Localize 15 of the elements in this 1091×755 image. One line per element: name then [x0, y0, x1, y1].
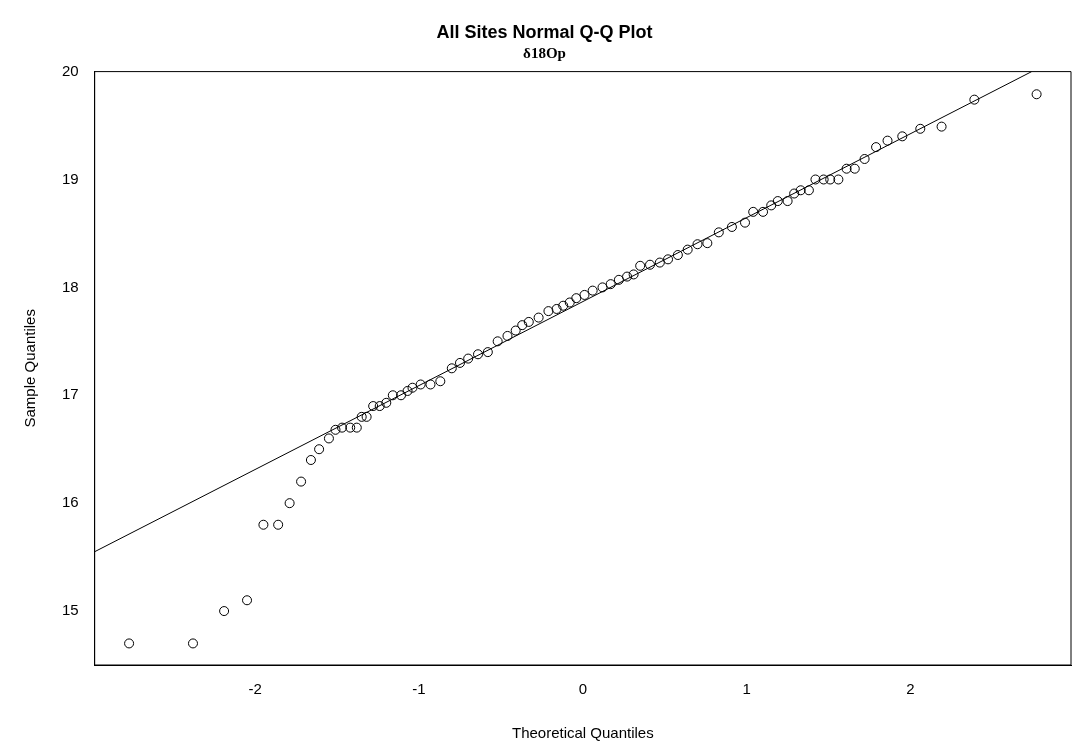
y-tick-label: 15 [62, 601, 79, 619]
x-tick-label: 0 [578, 680, 588, 698]
x-tick-label: -1 [412, 680, 426, 698]
chart-subtitle: δ18Op [523, 45, 566, 62]
x-tick-label: 1 [742, 680, 751, 698]
x-tick-label: -2 [248, 680, 262, 698]
y-tick-label: 19 [62, 169, 79, 187]
chart-title: All Sites Normal Q-Q Plot [436, 21, 653, 42]
y-tick-label: 17 [62, 385, 79, 403]
y-tick-label: 16 [62, 493, 79, 511]
y-tick-label: 18 [62, 277, 79, 295]
y-tick-label: 20 [62, 61, 79, 79]
y-axis-title: Sample Quantiles [21, 309, 39, 428]
x-axis-title: Theoretical Quantiles [511, 724, 654, 742]
x-tick-label: 2 [906, 680, 915, 698]
